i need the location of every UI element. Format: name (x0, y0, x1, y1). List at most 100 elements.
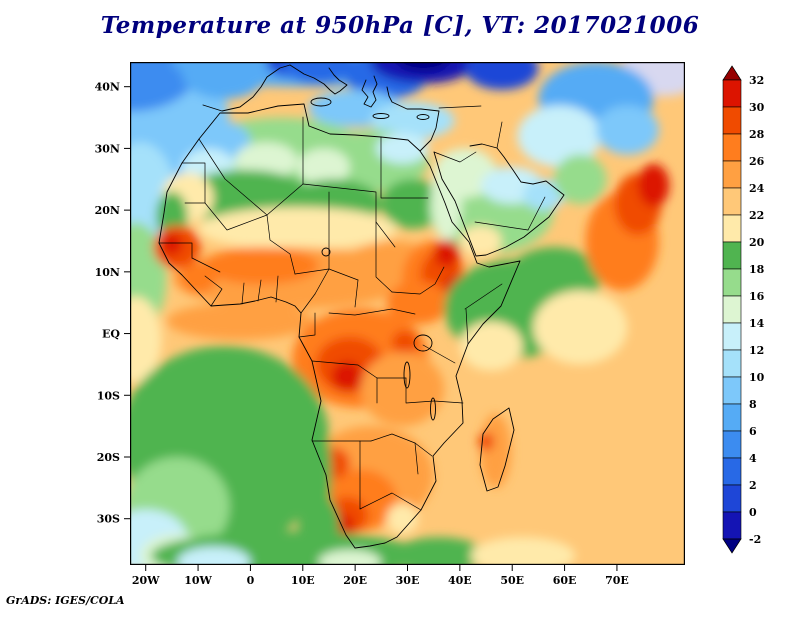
temp-region (161, 233, 183, 256)
lat-tick-label: 20N (95, 204, 120, 217)
temp-region (297, 148, 350, 186)
temp-region (381, 179, 445, 229)
lake-malawi (430, 397, 436, 421)
border-line (354, 279, 359, 308)
temp-region (198, 207, 397, 251)
temp-region (596, 105, 659, 155)
temp-region (517, 105, 602, 167)
border-line (300, 293, 316, 314)
colorbar-label: 10 (749, 371, 765, 384)
border-line (380, 136, 429, 199)
temp-region (533, 290, 628, 365)
temp-region (182, 62, 267, 99)
temp-region (370, 62, 476, 84)
border-line (275, 275, 279, 303)
border-line (158, 242, 193, 259)
colorbar-segment (722, 79, 742, 108)
border-line (204, 275, 223, 307)
lon-tick-label: 30E (396, 574, 420, 587)
lon-tick-label: 20E (343, 574, 367, 587)
lake-chad (321, 247, 331, 257)
lat-tick-label: 30N (95, 142, 120, 155)
temp-region (130, 62, 199, 112)
temp-region (470, 537, 576, 565)
colorbar-label: 24 (749, 182, 765, 195)
colorbar-segment (722, 484, 742, 513)
border-line (375, 221, 393, 293)
border-line (328, 308, 416, 316)
temp-region (391, 330, 418, 356)
colorbar-segment (722, 241, 742, 270)
lon-tick-label: 40E (448, 574, 472, 587)
temp-region (234, 142, 298, 180)
temp-region (459, 225, 502, 257)
border-line (370, 433, 433, 457)
plot-title: Temperature at 950hPa [C], VT: 201702100… (100, 12, 700, 39)
colorbar-segment (722, 160, 742, 189)
lon-tick-label: 50E (500, 574, 524, 587)
map-frame (130, 62, 685, 565)
border-line (314, 268, 330, 295)
colorbar-arrow-down (722, 538, 742, 554)
lat-tick-label: 40N (95, 81, 120, 94)
temperature-map: 40N 30N 20N 10N EQ 10S 20S 30S 20W 10W 0 10E 20E 30E 4… (95, 62, 685, 587)
border-line (191, 257, 221, 273)
border-line (433, 151, 477, 163)
crete-island (372, 113, 390, 119)
border-line (433, 400, 464, 404)
temperature-field (130, 62, 685, 565)
lat-tick-label: 20S (97, 451, 120, 464)
country-borders (158, 105, 546, 511)
colorbar-label: 8 (749, 398, 757, 411)
coastlines-and-borders (158, 64, 565, 549)
temp-region (179, 262, 217, 294)
temp-region (386, 281, 450, 325)
colorbar-label: 16 (749, 290, 765, 303)
temp-region (130, 296, 162, 383)
colorbar-label: 14 (749, 317, 765, 330)
italy-coastline (289, 64, 348, 95)
border-line (391, 266, 445, 295)
colorbar-label: 22 (749, 209, 764, 222)
colorbar-label: -2 (749, 533, 761, 546)
colorbar-label: 6 (749, 425, 757, 438)
colorbar-label: 0 (749, 506, 757, 519)
border-line (527, 196, 546, 231)
madagascar-coastline (479, 407, 515, 492)
sicily-island (310, 97, 332, 107)
temp-region (637, 163, 670, 207)
colorbar-label: 26 (749, 155, 765, 168)
border-line (405, 377, 435, 404)
temp-region (479, 413, 512, 488)
border-line (474, 221, 529, 231)
temp-region (391, 537, 486, 565)
colorbar-segment (722, 187, 742, 216)
temp-region (318, 549, 382, 565)
colorbar-segment (722, 376, 742, 405)
temp-region (459, 321, 523, 371)
lat-tick-label: 10N (95, 266, 120, 279)
temp-region (431, 154, 463, 241)
colorbar-segment (722, 268, 742, 297)
temp-region (370, 102, 455, 140)
border-line (414, 442, 419, 475)
lon-tick-label: 0 (247, 574, 255, 587)
colorbar-label: 20 (749, 236, 765, 249)
iberia-coastline (202, 64, 291, 112)
temp-region (465, 62, 539, 90)
colorbar-segment (722, 106, 742, 135)
border-line (181, 162, 206, 204)
border-line (438, 105, 482, 109)
lon-tick-label: 20W (132, 574, 160, 587)
colorbar-segment (722, 403, 742, 432)
border-line (257, 279, 262, 302)
temp-region (386, 503, 418, 535)
greece-coastline (361, 75, 378, 108)
temp-region (478, 432, 494, 451)
temp-region (281, 62, 356, 84)
border-line (465, 308, 469, 345)
lon-tick-label: 10W (184, 574, 212, 587)
lat-tick-label: 30S (97, 513, 120, 526)
border-line (204, 202, 268, 231)
